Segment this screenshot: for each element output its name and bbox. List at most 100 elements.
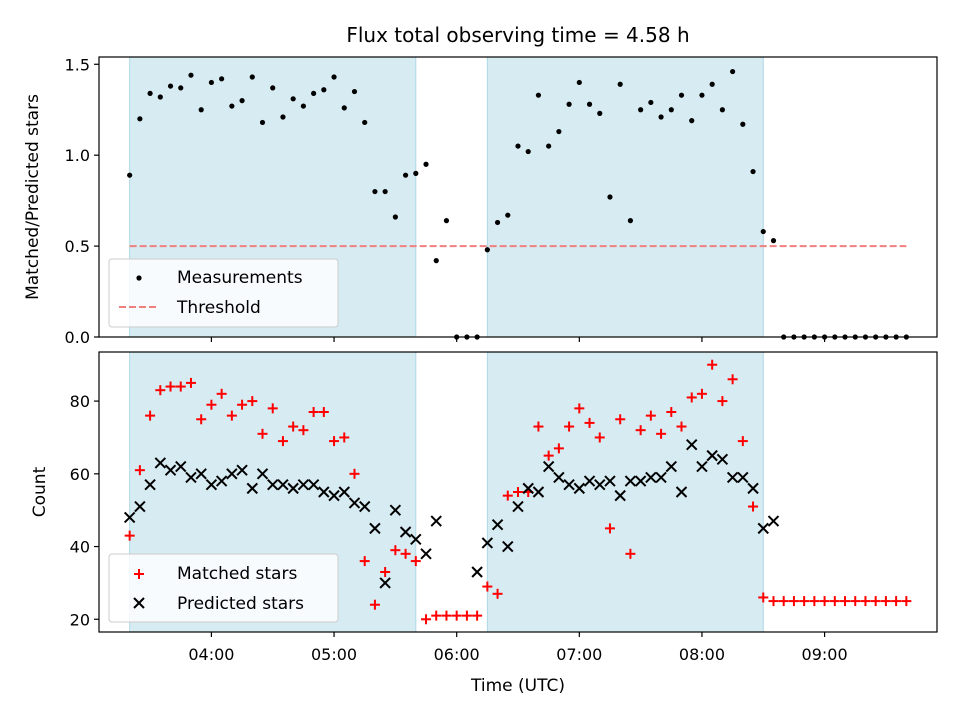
matched-star-point bbox=[451, 610, 462, 621]
legend-predicted-marker bbox=[133, 597, 145, 609]
predicted-star-point bbox=[594, 479, 606, 491]
matched-star-point bbox=[472, 610, 483, 621]
x-tick-label: 07:00 bbox=[556, 645, 602, 664]
predicted-star-point bbox=[757, 522, 769, 535]
predicted-star-point bbox=[634, 475, 647, 487]
measurement-point bbox=[147, 90, 153, 96]
measurement-point bbox=[362, 119, 368, 126]
measurement-point bbox=[770, 238, 777, 244]
legend-x-glyph bbox=[133, 597, 145, 609]
predicted-star-point bbox=[389, 504, 402, 516]
measurement-point bbox=[586, 101, 593, 107]
measurement-point bbox=[699, 92, 705, 98]
measurement-point bbox=[137, 116, 143, 122]
measurement-point bbox=[423, 161, 429, 167]
matched-star-point bbox=[431, 610, 442, 621]
predicted-star-point bbox=[767, 515, 780, 527]
predicted-star-point bbox=[226, 468, 238, 480]
predicted-star-point bbox=[369, 522, 381, 535]
predicted-star-point bbox=[583, 475, 596, 487]
matched-star-point bbox=[206, 399, 217, 410]
panel-ratio: 0.0 0.5 1.0 1.5 Matched/Predicted stars Mea… bbox=[23, 55, 938, 347]
measurement-point bbox=[188, 72, 194, 78]
matched-star-point bbox=[717, 396, 728, 407]
matched-star-point bbox=[604, 523, 615, 534]
predicted-star-point bbox=[604, 475, 616, 487]
measurement-point bbox=[208, 79, 215, 86]
matched-star-point bbox=[860, 596, 871, 607]
predicted-star-point bbox=[655, 471, 667, 484]
matched-star-point bbox=[513, 487, 523, 497]
matched-star-point bbox=[656, 428, 667, 439]
matched-star-point bbox=[574, 403, 585, 414]
matched-star-point bbox=[441, 610, 452, 621]
measurement-point bbox=[678, 92, 685, 98]
matched-star-point bbox=[615, 414, 626, 425]
matched-star-point bbox=[666, 407, 677, 417]
matched-star-point bbox=[329, 436, 340, 447]
predicted-star-point bbox=[716, 453, 729, 465]
predicted-star-point bbox=[348, 497, 361, 509]
predicted-star-point bbox=[277, 479, 289, 491]
measurement-point bbox=[270, 85, 276, 91]
matched-star-point bbox=[880, 596, 891, 607]
x-tick-label: 08:00 bbox=[679, 645, 725, 664]
matched-star-point bbox=[625, 548, 636, 559]
legend-box-bottom bbox=[108, 553, 339, 623]
y-axis-label-ratio: Matched/Predicted stars bbox=[23, 94, 43, 300]
measurement-point bbox=[219, 76, 225, 82]
matched-star-point bbox=[809, 596, 820, 607]
measurement-point bbox=[198, 107, 204, 113]
matched-star-point bbox=[410, 556, 421, 567]
measurement-point bbox=[321, 87, 327, 93]
y-tick-label: 60 bbox=[70, 465, 90, 484]
matched-star-point bbox=[237, 399, 248, 410]
predicted-star-point bbox=[185, 471, 197, 484]
matched-star-point bbox=[788, 596, 799, 607]
matched-star-point bbox=[247, 396, 258, 407]
predicted-stars-points bbox=[123, 439, 780, 589]
predicted-star-point bbox=[215, 475, 228, 487]
matched-star-point bbox=[768, 596, 779, 607]
legend-top: Measurements Threshold bbox=[108, 258, 339, 328]
legend-matched-marker bbox=[134, 569, 144, 579]
matched-star-point bbox=[421, 614, 432, 625]
predicted-star-point bbox=[123, 511, 136, 524]
measurement-point bbox=[658, 114, 664, 120]
predicted-star-point bbox=[297, 479, 310, 491]
legend-measurement-marker bbox=[136, 275, 142, 281]
measurement-point bbox=[750, 168, 756, 175]
matched-star-point bbox=[308, 407, 319, 417]
matched-star-point bbox=[165, 381, 176, 392]
matched-star-point bbox=[257, 428, 268, 439]
y-tick-label: 80 bbox=[70, 392, 90, 411]
y-tick-label: 40 bbox=[70, 538, 90, 557]
matched-star-point bbox=[175, 381, 186, 392]
predicted-star-point bbox=[246, 482, 258, 495]
matched-star-point bbox=[339, 432, 350, 443]
measurement-point bbox=[597, 110, 603, 116]
x-ticks-bottom: 04:00 05:00 06:00 07:00 08:00 09:00 bbox=[188, 632, 848, 664]
predicted-star-point bbox=[512, 500, 524, 513]
predicted-star-point bbox=[563, 479, 575, 491]
predicted-star-point bbox=[236, 464, 248, 476]
legend-bottom: Matched stars Predicted stars bbox=[108, 553, 339, 623]
matched-star-point bbox=[380, 567, 391, 577]
measurement-point bbox=[505, 212, 511, 218]
predicted-star-point bbox=[645, 471, 657, 484]
x-ticks-top bbox=[210, 337, 826, 342]
measurement-point bbox=[351, 88, 358, 95]
measurement-point bbox=[433, 258, 439, 264]
matched-star-point bbox=[799, 596, 810, 607]
legend-matched-label: Matched stars bbox=[177, 564, 297, 584]
measurement-point bbox=[178, 85, 184, 91]
x-tick-label: 05:00 bbox=[311, 645, 357, 664]
y-ticks-top: 0.0 0.5 1.0 1.5 bbox=[65, 55, 99, 347]
measurement-point bbox=[760, 228, 766, 235]
measurement-point bbox=[331, 74, 337, 80]
measurement-point bbox=[127, 172, 133, 178]
measurement-point bbox=[719, 107, 725, 113]
predicted-star-point bbox=[706, 449, 718, 462]
measurement-point bbox=[300, 103, 306, 109]
matched-star-point bbox=[758, 592, 769, 603]
